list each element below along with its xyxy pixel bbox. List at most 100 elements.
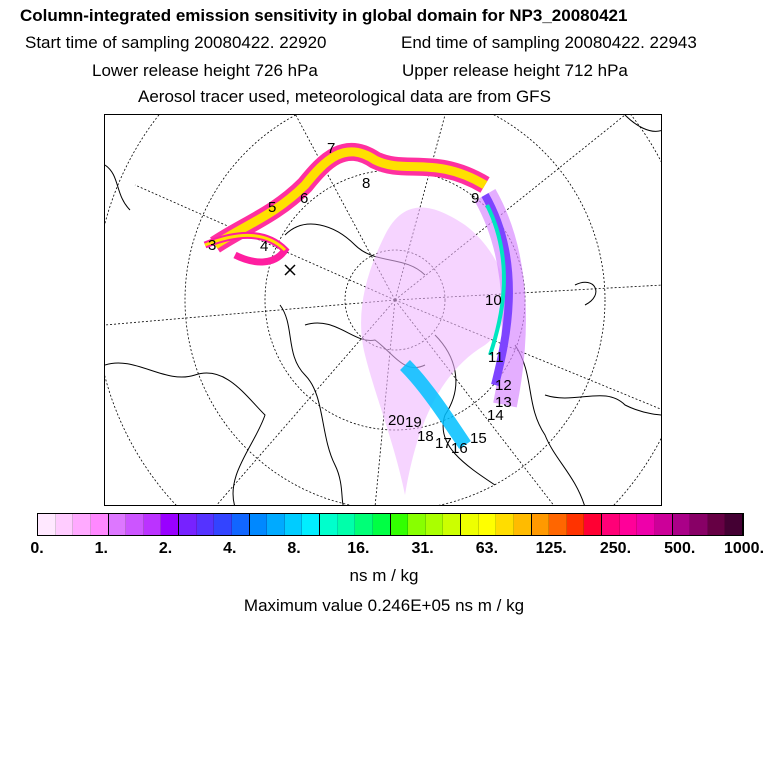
coastline bbox=[105, 362, 266, 505]
colorbar-tick-label: 250. bbox=[599, 540, 632, 557]
colorbar-swatch bbox=[443, 514, 461, 535]
traj-label-11: 11 bbox=[488, 349, 504, 366]
colorbar-swatch bbox=[566, 514, 585, 535]
colorbar-tick-label: 1000. bbox=[723, 540, 765, 557]
traj-label-9: 9 bbox=[471, 190, 479, 207]
traj-label-13: 13 bbox=[495, 394, 512, 411]
colorbar-ticks: 0. 1. 2. 4. 8. 16. 31. 63. 125. 250. 500. 1000. bbox=[0, 540, 768, 560]
plume-band bbox=[400, 360, 471, 449]
colorbar-swatch bbox=[602, 514, 620, 535]
traj-label-6: 6 bbox=[300, 190, 308, 207]
traj-label-17: 17 bbox=[435, 435, 452, 452]
coastline bbox=[624, 115, 661, 132]
colorbar-tick-label: 1. bbox=[94, 540, 108, 557]
colorbar bbox=[37, 513, 744, 536]
colorbar-swatch bbox=[337, 514, 356, 535]
traj-label-15: 15 bbox=[470, 430, 487, 447]
lower-height-label: Lower release height 726 hPa bbox=[92, 61, 318, 80]
colorbar-swatch bbox=[425, 514, 444, 535]
colorbar-unit: ns m / kg bbox=[349, 566, 419, 585]
colorbar-swatch bbox=[531, 514, 550, 535]
marker-stroke bbox=[284, 264, 296, 276]
traj-label-3: 3 bbox=[208, 237, 216, 254]
plume-low bbox=[361, 207, 507, 495]
colorbar-tick-label: 2. bbox=[158, 540, 173, 557]
meridian bbox=[134, 184, 396, 301]
upper-height-label: Upper release height 712 hPa bbox=[402, 61, 628, 80]
colorbar-swatch bbox=[513, 514, 532, 535]
colorbar-swatch bbox=[284, 514, 303, 535]
colorbar-swatch bbox=[637, 514, 655, 535]
traj-label-4: 4 bbox=[260, 238, 268, 255]
traj-label-20: 20 bbox=[388, 412, 405, 429]
start-time-label: Start time of sampling 20080422. 22920 bbox=[25, 33, 327, 52]
colorbar-tick-label: 16. bbox=[347, 540, 370, 557]
colorbar-tick-label: 63. bbox=[475, 540, 499, 557]
end-time-label: End time of sampling 20080422. 22943 bbox=[401, 33, 697, 52]
coastline bbox=[544, 394, 661, 416]
coastline bbox=[279, 304, 344, 505]
colorbar-swatch bbox=[231, 514, 250, 535]
colorbar-swatch bbox=[302, 514, 320, 535]
colorbar-swatch bbox=[690, 514, 708, 535]
map-panel: 3 4 5 6 7 8 9 10 11 12 13 14 15 16 17 18… bbox=[104, 114, 662, 506]
colorbar-tick-label: 125. bbox=[535, 540, 567, 557]
colorbar-swatch bbox=[707, 514, 726, 535]
colorbar-swatch bbox=[143, 514, 162, 535]
colorbar-swatch bbox=[196, 514, 215, 535]
colorbar-tick-label: 31. bbox=[411, 540, 434, 557]
colorbar-tick-label: 4. bbox=[223, 540, 237, 557]
latitude-circle bbox=[184, 115, 606, 505]
meridian bbox=[105, 299, 396, 326]
colorbar-swatch bbox=[619, 514, 638, 535]
traj-label-18: 18 bbox=[417, 428, 434, 445]
colorbar-tick-label: 8. bbox=[287, 540, 301, 557]
colorbar-swatch bbox=[126, 514, 144, 535]
plume-hook-core bbox=[204, 234, 287, 252]
colorbar-swatch bbox=[355, 514, 373, 535]
colorbar-swatch bbox=[408, 514, 426, 535]
colorbar-swatch bbox=[584, 514, 602, 535]
colorbar-swatch bbox=[496, 514, 514, 535]
tracer-label: Aerosol tracer used, meteorological data… bbox=[138, 87, 551, 106]
colorbar-swatch bbox=[267, 514, 285, 535]
traj-label-14: 14 bbox=[487, 407, 504, 424]
release-location-marker bbox=[284, 264, 296, 276]
plume-core-mid bbox=[481, 193, 513, 386]
colorbar-swatch bbox=[478, 514, 497, 535]
traj-label-12: 12 bbox=[495, 377, 512, 394]
colorbar-swatch bbox=[725, 514, 743, 535]
colorbar-swatch bbox=[90, 514, 109, 535]
colorbar-swatch bbox=[372, 514, 391, 535]
coastline bbox=[574, 281, 597, 306]
colorbar-tick-label: 0. bbox=[30, 540, 44, 557]
traj-label-19: 19 bbox=[405, 414, 422, 431]
traj-label-8: 8 bbox=[362, 175, 370, 192]
traj-label-16: 16 bbox=[451, 440, 468, 457]
colorbar-swatch bbox=[390, 514, 409, 535]
colorbar-swatch bbox=[73, 514, 91, 535]
traj-label-7: 7 bbox=[327, 140, 335, 157]
coastline bbox=[514, 344, 585, 505]
meridian bbox=[374, 299, 396, 505]
traj-label-10: 10 bbox=[485, 292, 502, 309]
colorbar-swatch bbox=[38, 514, 56, 535]
trajectory-labels: 3 4 5 6 7 8 9 10 11 12 13 14 15 16 17 18… bbox=[208, 140, 512, 457]
colorbar-swatch bbox=[672, 514, 691, 535]
colorbar-swatch bbox=[461, 514, 479, 535]
plume-core-high bbox=[485, 204, 506, 356]
colorbar-swatch bbox=[654, 514, 673, 535]
colorbar-swatch bbox=[179, 514, 197, 535]
coastline bbox=[105, 164, 131, 211]
maximum-value: Maximum value 0.246E+05 ns m / kg bbox=[243, 596, 525, 615]
colorbar-swatch bbox=[161, 514, 179, 535]
colorbar-swatch bbox=[214, 514, 232, 535]
plot-title: Column-integrated emission sensitivity i… bbox=[20, 6, 628, 25]
colorbar-tick-label: 500. bbox=[664, 540, 696, 557]
colorbar-swatch bbox=[549, 514, 567, 535]
colorbar-swatch bbox=[108, 514, 127, 535]
colorbar-swatch bbox=[249, 514, 268, 535]
meridian bbox=[295, 115, 396, 301]
plume-hot-inner bbox=[212, 147, 488, 249]
emission-plume bbox=[203, 142, 526, 495]
